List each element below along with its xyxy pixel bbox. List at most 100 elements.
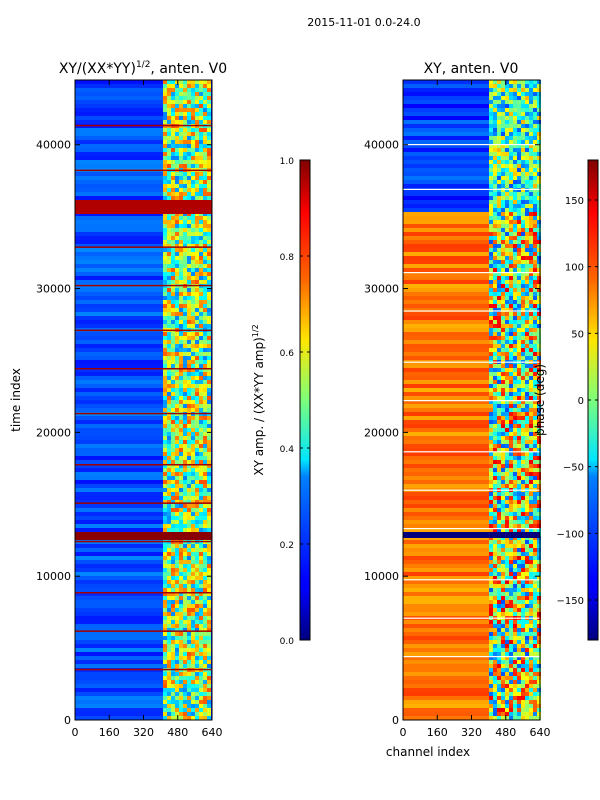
heatmap-cell [509, 148, 513, 152]
heatmap-cell [207, 312, 211, 316]
xtick-label: 320 [461, 726, 482, 739]
heatmap-cell [489, 328, 493, 332]
heatmap-cell [521, 108, 525, 112]
heatmap-cell [505, 144, 509, 148]
heatmap-cell [501, 224, 505, 228]
heatmap-cell [509, 312, 513, 316]
heatmap-cell [489, 80, 493, 84]
heatmap-cell [203, 644, 207, 648]
heatmap-cell [207, 580, 211, 584]
heatmap-cell [513, 96, 517, 100]
heatmap-cell [171, 692, 175, 696]
heatmap-cell [207, 432, 211, 436]
heatmap-cell [207, 348, 211, 352]
heatmap-cell [191, 648, 195, 652]
heatmap-cell [195, 468, 199, 472]
heatmap-cell [497, 524, 501, 528]
heatmap-cell [505, 668, 509, 672]
heatmap-cell [187, 408, 191, 412]
heatmap-cell [167, 196, 171, 200]
heatmap-cell [501, 184, 505, 188]
heatmap-cell [171, 460, 175, 464]
heatmap-cell [489, 88, 493, 92]
heatmap-cell [537, 128, 541, 132]
heatmap-cell [195, 120, 199, 124]
heatmap-cell [509, 644, 513, 648]
heatmap-cell [517, 416, 521, 420]
heatmap-cell [513, 480, 517, 484]
heatmap-cell [513, 684, 517, 688]
heatmap-cell [179, 228, 183, 232]
heatmap-cell [203, 572, 207, 576]
heatmap-cell [537, 524, 541, 528]
heatmap-cell [493, 672, 497, 676]
heatmap-cell [207, 300, 211, 304]
heatmap-cell [493, 136, 497, 140]
heatmap-cell [533, 692, 537, 696]
heatmap-cell [501, 412, 505, 416]
heatmap-cell [517, 592, 521, 596]
heatmap-cell [529, 668, 533, 672]
heatmap-cell [163, 656, 167, 660]
heatmap-cell [203, 672, 207, 676]
heatmap-cell [509, 528, 513, 532]
heatmap-cell [183, 484, 187, 488]
heatmap-cell [537, 408, 541, 412]
heatmap-flag-line [75, 368, 212, 370]
heatmap-cell [521, 304, 525, 308]
heatmap-cell [191, 316, 195, 320]
heatmap-cell [501, 100, 505, 104]
heatmap-cell [513, 432, 517, 436]
heatmap-cell [521, 432, 525, 436]
heatmap-cell [537, 372, 541, 376]
heatmap-cell [493, 124, 497, 128]
heatmap-cell [203, 396, 207, 400]
heatmap-cell [163, 588, 167, 592]
heatmap-cell [199, 564, 203, 568]
heatmap-cell [529, 308, 533, 312]
heatmap-cell [195, 228, 199, 232]
heatmap-cell [187, 184, 191, 188]
heatmap-cell [167, 676, 171, 680]
heatmap-cell [521, 604, 525, 608]
heatmap-cell [191, 288, 195, 292]
heatmap-cell [171, 700, 175, 704]
heatmap-cell [493, 648, 497, 652]
heatmap-cell [195, 148, 199, 152]
heatmap-cell [537, 80, 541, 84]
heatmap-cell [203, 192, 207, 196]
heatmap-cell [525, 372, 529, 376]
heatmap-band [403, 308, 489, 312]
heatmap-cell [493, 712, 497, 716]
heatmap-cell [167, 216, 171, 220]
heatmap-cell [191, 484, 195, 488]
heatmap-cell [525, 544, 529, 548]
heatmap-cell [187, 392, 191, 396]
heatmap-cell [199, 508, 203, 512]
heatmap-band [403, 476, 489, 480]
heatmap-cell [489, 224, 493, 228]
heatmap-band [75, 504, 163, 508]
heatmap-cell [529, 220, 533, 224]
heatmap-cell [179, 528, 183, 532]
heatmap-cell [513, 168, 517, 172]
heatmap-cell [207, 604, 211, 608]
heatmap-cell [175, 288, 179, 292]
heatmap-cell [163, 236, 167, 240]
heatmap-cell [493, 704, 497, 708]
heatmap-cell [163, 252, 167, 256]
heatmap-cell [489, 296, 493, 300]
heatmap-cell [171, 468, 175, 472]
heatmap-cell [517, 296, 521, 300]
heatmap-cell [525, 524, 529, 528]
heatmap-flag-line [75, 464, 212, 466]
heatmap-cell [195, 376, 199, 380]
heatmap-cell [517, 356, 521, 360]
heatmap-cell [537, 636, 541, 640]
heatmap-cell [163, 184, 167, 188]
heatmap-cell [525, 364, 529, 368]
heatmap-cell [517, 368, 521, 372]
heatmap-cell [521, 656, 525, 660]
heatmap-cell [505, 388, 509, 392]
heatmap-band [75, 180, 163, 184]
